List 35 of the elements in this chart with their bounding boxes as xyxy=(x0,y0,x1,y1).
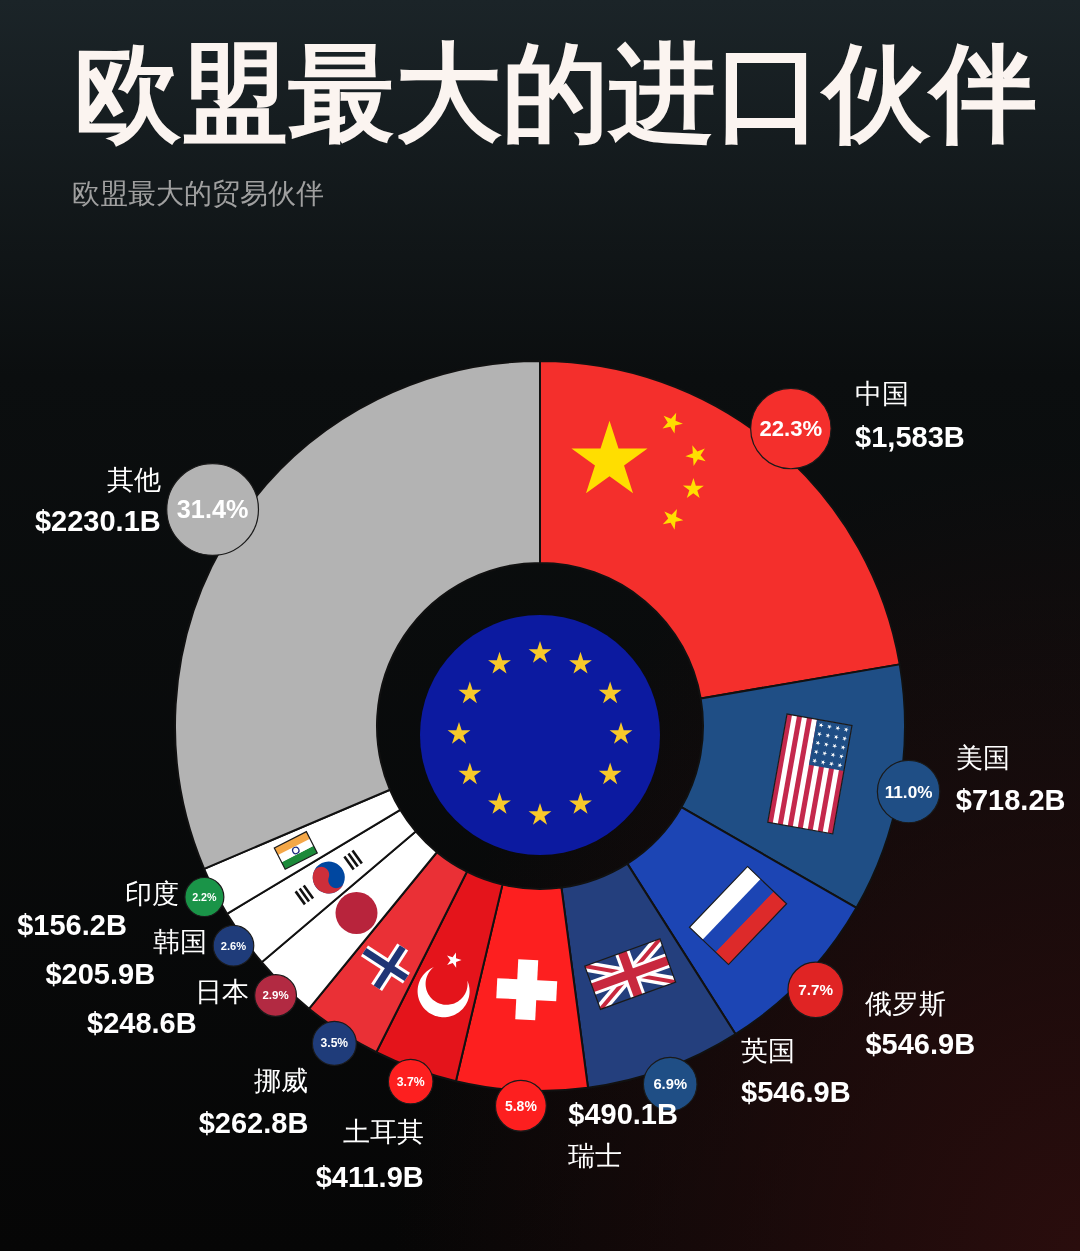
slice-label: 瑞士 xyxy=(568,1140,623,1172)
text: $248.6B xyxy=(87,1007,197,1040)
data-label: 7.7% xyxy=(798,981,834,999)
text: $546.9B xyxy=(741,1076,851,1109)
slice-label: 韩国 xyxy=(153,926,208,958)
text: $718.2B xyxy=(955,783,1066,816)
text: $156.2B xyxy=(17,909,127,942)
data-label: 3.7% xyxy=(396,1074,425,1089)
slice-label: 中国 xyxy=(855,378,910,410)
text: $490.1B xyxy=(568,1097,678,1130)
data-label: 6.9% xyxy=(653,1076,688,1093)
text: $1,583B xyxy=(855,420,965,453)
slice-label: 挪威 xyxy=(254,1064,309,1096)
slice-label: 俄罗斯 xyxy=(865,988,947,1020)
data-label: 11.0% xyxy=(884,781,933,802)
slice-label: 美国 xyxy=(955,742,1010,774)
slice-label: 英国 xyxy=(741,1034,796,1066)
text: $411.9B xyxy=(315,1160,424,1193)
data-label: 3.5% xyxy=(320,1036,349,1051)
text: $546.9B xyxy=(865,1027,976,1060)
data-label: 31.4% xyxy=(176,495,249,524)
data-label: 2.9% xyxy=(262,989,289,1002)
data-label: 22.3% xyxy=(759,416,823,442)
chart-title: 欧盟最大的进口伙伴 xyxy=(74,31,1037,155)
text: $2230.1B xyxy=(34,505,161,538)
slice-label: 土耳其 xyxy=(342,1116,424,1148)
data-label: 2.2% xyxy=(192,891,218,904)
slice-label: 日本 xyxy=(194,975,249,1007)
slice-label: 印度 xyxy=(124,877,179,909)
data-label: 2.6% xyxy=(220,939,247,952)
data-label: 5.8% xyxy=(504,1097,538,1114)
text: $205.9B xyxy=(45,957,156,990)
chart-subtitle: 欧盟最大的贸易伙伴 xyxy=(72,177,324,210)
slice-label: 其他 xyxy=(106,463,161,495)
text: $262.8B xyxy=(198,1107,309,1140)
